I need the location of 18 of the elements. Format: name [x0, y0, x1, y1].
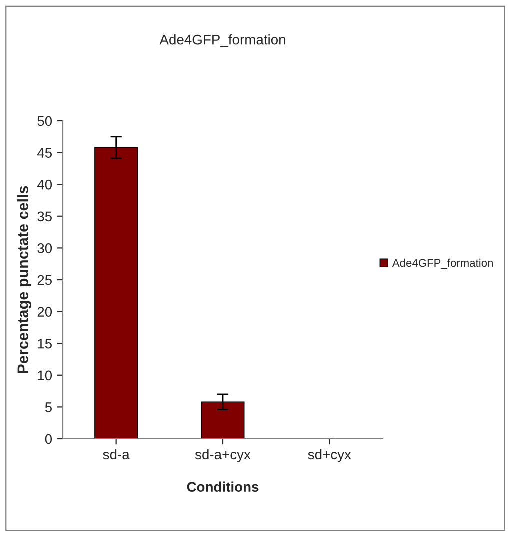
- x-tick-label: sd+cyx: [308, 449, 352, 462]
- x-tick-label: sd-a: [103, 449, 130, 460]
- y-tick-label: 10: [38, 370, 52, 381]
- y-axis-title: Percentage punctate cells: [17, 186, 32, 374]
- x-axis-title: Conditions: [187, 482, 259, 492]
- y-tick-label: 30: [38, 244, 52, 254]
- x-tick-label: sd-a+cyx: [195, 449, 251, 462]
- chart-title: Ade4GFP_formation: [160, 34, 286, 48]
- y-tick-label: 5: [45, 402, 52, 412]
- y-tick-label: 0: [45, 434, 52, 444]
- y-tick-label: 45: [37, 148, 52, 158]
- y-tick-label: 40: [37, 180, 52, 190]
- y-tick-label: 15: [38, 339, 52, 349]
- legend-label: Ade4GFP_formation: [392, 258, 493, 270]
- y-tick-label: 35: [38, 212, 52, 222]
- y-tick-label: 25: [38, 275, 52, 286]
- y-tick-label: 20: [38, 307, 52, 317]
- y-tick-label: 50: [38, 116, 52, 126]
